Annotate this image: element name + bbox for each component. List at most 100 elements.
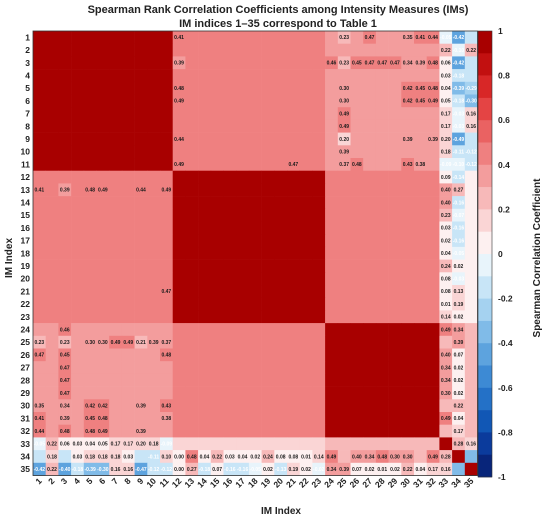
heatmap-cell xyxy=(337,234,351,248)
cell-value-label: 0.49 xyxy=(428,99,438,105)
heatmap-cell xyxy=(210,373,224,387)
heatmap-cell xyxy=(121,335,135,349)
heatmap-cell xyxy=(109,132,123,146)
heatmap-cell xyxy=(96,373,110,387)
heatmap-cell xyxy=(83,399,97,413)
heatmap-cell xyxy=(287,208,300,222)
heatmap-cell xyxy=(363,81,377,95)
heatmap-cell xyxy=(325,170,339,184)
heatmap-cell xyxy=(439,43,453,57)
heatmap-cell xyxy=(223,43,237,57)
cell-value-label: 0.48 xyxy=(187,454,197,460)
heatmap-cell xyxy=(83,208,97,222)
heatmap-cell xyxy=(274,386,288,400)
cell-value-label: 0.03 xyxy=(73,442,83,448)
heatmap-cell xyxy=(274,323,288,337)
heatmap-cell xyxy=(223,373,237,387)
heatmap-cell xyxy=(337,297,351,311)
heatmap-cell xyxy=(363,119,377,133)
cell-value-label: 0.44 xyxy=(428,35,438,41)
heatmap-cell xyxy=(71,462,85,476)
cell-value-label: 0.47 xyxy=(390,61,400,67)
heatmap-cell xyxy=(287,373,300,387)
heatmap-cell xyxy=(414,450,427,464)
heatmap-cell xyxy=(71,234,85,248)
heatmap-cell xyxy=(210,69,224,83)
cell-value-label: 0.48 xyxy=(174,86,184,92)
heatmap-cell xyxy=(109,373,123,387)
heatmap-cell xyxy=(464,437,478,451)
heatmap-cell xyxy=(71,107,85,121)
heatmap-cell xyxy=(121,81,135,95)
heatmap-cell xyxy=(223,297,237,311)
cell-value-label: 0.42 xyxy=(85,403,95,409)
heatmap-cell xyxy=(147,31,161,44)
heatmap-cell xyxy=(160,132,173,146)
heatmap-cell xyxy=(312,361,326,375)
heatmap-cell xyxy=(185,399,199,413)
heatmap-cell xyxy=(134,272,148,286)
cell-value-label: 0.48 xyxy=(161,353,171,359)
heatmap-cell xyxy=(414,234,427,248)
cell-value-label: 0.17 xyxy=(441,111,451,117)
heatmap-cell xyxy=(363,297,377,311)
cell-value-label: 0.49 xyxy=(428,454,438,460)
heatmap-cell xyxy=(274,208,288,222)
heatmap-cell xyxy=(160,234,173,248)
heatmap-cell xyxy=(363,462,377,476)
heatmap-cell xyxy=(33,348,46,362)
heatmap-cell xyxy=(401,348,415,362)
heatmap-cell xyxy=(33,399,46,413)
heatmap-cell xyxy=(160,119,173,133)
cell-value-label: 0.48 xyxy=(428,61,438,67)
cell-value-label: -0.02 xyxy=(313,467,325,473)
heatmap-cell xyxy=(312,386,326,400)
heatmap-cell xyxy=(325,373,339,387)
cell-value-label: 0.02 xyxy=(454,264,464,270)
heatmap-cell xyxy=(388,386,402,400)
cell-value-label: -0.29 xyxy=(465,86,477,92)
heatmap-cell xyxy=(401,259,415,273)
heatmap-cell xyxy=(210,183,224,197)
y-tick-label: 8 xyxy=(25,121,30,131)
heatmap-cell xyxy=(464,348,478,362)
heatmap-cell xyxy=(147,310,161,324)
heatmap-cell xyxy=(172,399,186,413)
heatmap-cell xyxy=(134,335,148,349)
heatmap-cell xyxy=(210,285,224,298)
heatmap-cell xyxy=(388,69,402,83)
heatmap-cell xyxy=(45,259,59,273)
heatmap-cell xyxy=(58,94,72,108)
heatmap-cell xyxy=(58,31,72,44)
y-tick-label: 30 xyxy=(21,401,31,411)
heatmap-cell xyxy=(58,348,72,362)
heatmap-cell xyxy=(185,183,199,197)
y-tick-label: 10 xyxy=(21,147,31,157)
heatmap-cell xyxy=(325,208,339,222)
heatmap-cell xyxy=(147,335,161,349)
heatmap-cell xyxy=(185,323,199,337)
heatmap-cell xyxy=(337,335,351,349)
heatmap-cell xyxy=(236,183,250,197)
heatmap-cell xyxy=(464,285,478,298)
cell-value-label: 0.01 xyxy=(377,467,387,473)
cell-value-label: 0.22 xyxy=(403,467,413,473)
heatmap-cell xyxy=(274,450,288,464)
heatmap-cell xyxy=(248,208,262,222)
heatmap-cell xyxy=(426,145,440,159)
heatmap-cell xyxy=(210,43,224,57)
heatmap-cell xyxy=(363,373,377,387)
heatmap-cell xyxy=(287,94,300,108)
heatmap-cell xyxy=(426,183,440,197)
heatmap-cell xyxy=(210,386,224,400)
heatmap-cell xyxy=(58,323,72,337)
heatmap-cell xyxy=(337,196,351,210)
cell-value-label: 0.35 xyxy=(34,403,44,409)
heatmap-cell xyxy=(96,310,110,324)
heatmap-cell xyxy=(109,196,123,210)
heatmap-cell xyxy=(439,208,453,222)
cell-value-label: 0.40 xyxy=(352,454,362,460)
heatmap-cell xyxy=(452,424,466,438)
cell-value-label: 0.34 xyxy=(60,403,70,409)
cell-value-label: -0.12 xyxy=(465,162,477,168)
